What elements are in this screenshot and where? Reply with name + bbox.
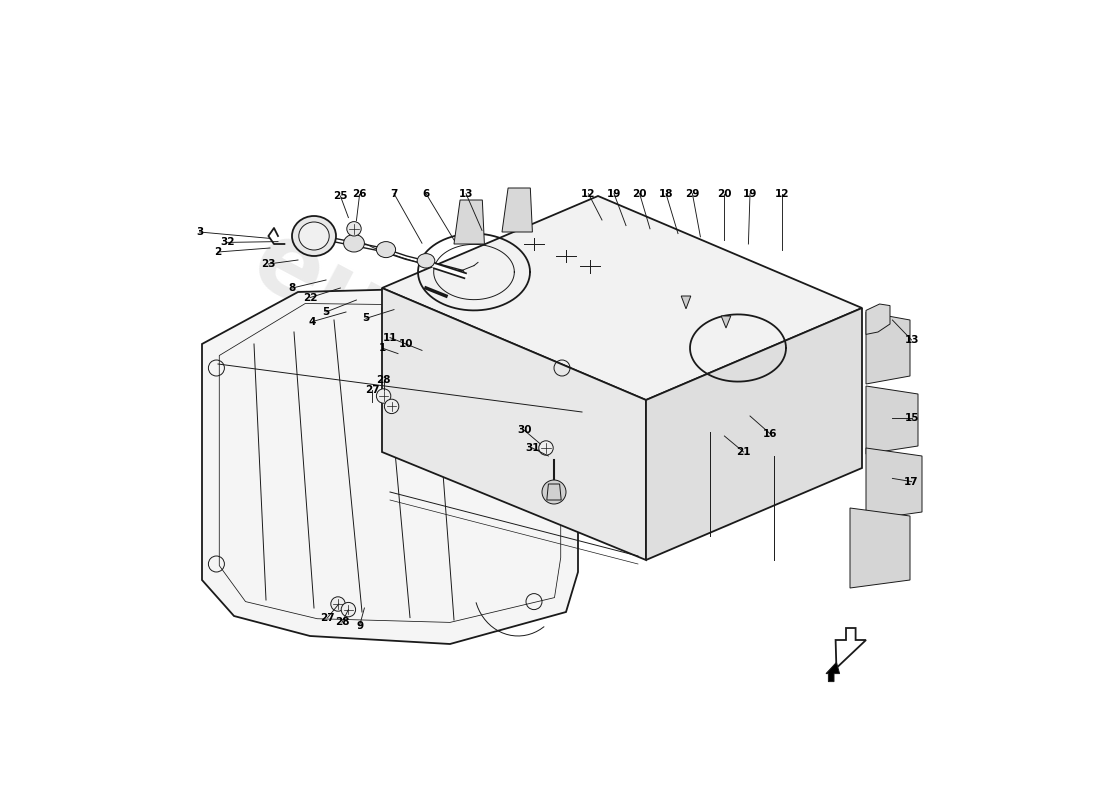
Circle shape xyxy=(384,399,399,414)
Text: 1: 1 xyxy=(378,343,386,353)
Ellipse shape xyxy=(417,254,434,268)
Text: 8: 8 xyxy=(289,283,296,293)
Polygon shape xyxy=(382,196,862,400)
Polygon shape xyxy=(681,296,691,309)
Text: 10: 10 xyxy=(398,339,414,349)
Text: 12: 12 xyxy=(774,189,790,198)
Text: 31: 31 xyxy=(525,443,540,453)
Polygon shape xyxy=(547,484,561,500)
Circle shape xyxy=(539,441,553,455)
Text: 28: 28 xyxy=(334,618,350,627)
Polygon shape xyxy=(866,386,918,454)
Text: 13: 13 xyxy=(904,335,918,345)
Text: 27: 27 xyxy=(365,386,380,395)
Text: a part of our passion since 1985: a part of our passion since 1985 xyxy=(326,479,551,609)
Text: 19: 19 xyxy=(607,189,621,198)
Text: 21: 21 xyxy=(736,447,751,457)
Text: 23: 23 xyxy=(261,259,276,269)
Text: 4: 4 xyxy=(309,317,316,326)
Text: 30: 30 xyxy=(517,426,531,435)
Text: euroParts: euroParts xyxy=(235,212,768,556)
Text: 17: 17 xyxy=(904,477,918,486)
Polygon shape xyxy=(454,200,484,244)
Text: 18: 18 xyxy=(659,189,673,198)
Text: 2: 2 xyxy=(214,247,221,257)
Text: 3: 3 xyxy=(196,227,204,237)
Text: 15: 15 xyxy=(904,413,918,422)
Ellipse shape xyxy=(376,242,396,258)
Text: 9: 9 xyxy=(356,621,363,630)
Text: 6: 6 xyxy=(422,189,430,198)
Text: 5: 5 xyxy=(362,314,370,323)
Text: 28: 28 xyxy=(376,375,390,385)
Ellipse shape xyxy=(299,222,329,250)
Text: 5: 5 xyxy=(322,307,330,317)
Text: 13: 13 xyxy=(459,189,473,198)
Circle shape xyxy=(376,389,390,403)
Text: 29: 29 xyxy=(685,189,700,198)
Text: 7: 7 xyxy=(390,189,398,198)
Text: 12: 12 xyxy=(581,189,596,198)
Ellipse shape xyxy=(292,216,336,256)
Circle shape xyxy=(331,597,345,611)
Text: 26: 26 xyxy=(352,190,367,199)
Polygon shape xyxy=(836,628,866,668)
Text: 22: 22 xyxy=(302,293,317,302)
Text: 25: 25 xyxy=(333,191,348,201)
Polygon shape xyxy=(202,288,578,644)
Polygon shape xyxy=(866,304,890,334)
Polygon shape xyxy=(646,308,862,560)
Text: 32: 32 xyxy=(220,238,235,247)
Text: 16: 16 xyxy=(762,429,778,438)
Polygon shape xyxy=(866,312,910,384)
Polygon shape xyxy=(722,316,730,328)
Ellipse shape xyxy=(343,234,364,252)
Text: 20: 20 xyxy=(717,189,732,198)
Circle shape xyxy=(341,602,355,617)
Circle shape xyxy=(542,480,566,504)
Polygon shape xyxy=(850,508,910,588)
Polygon shape xyxy=(382,288,646,560)
Text: 11: 11 xyxy=(383,333,397,342)
Polygon shape xyxy=(826,662,839,682)
Text: 19: 19 xyxy=(742,189,757,198)
Polygon shape xyxy=(502,188,532,232)
Circle shape xyxy=(346,222,361,236)
Polygon shape xyxy=(866,448,922,520)
Text: 27: 27 xyxy=(320,613,334,622)
Text: 20: 20 xyxy=(632,189,647,198)
